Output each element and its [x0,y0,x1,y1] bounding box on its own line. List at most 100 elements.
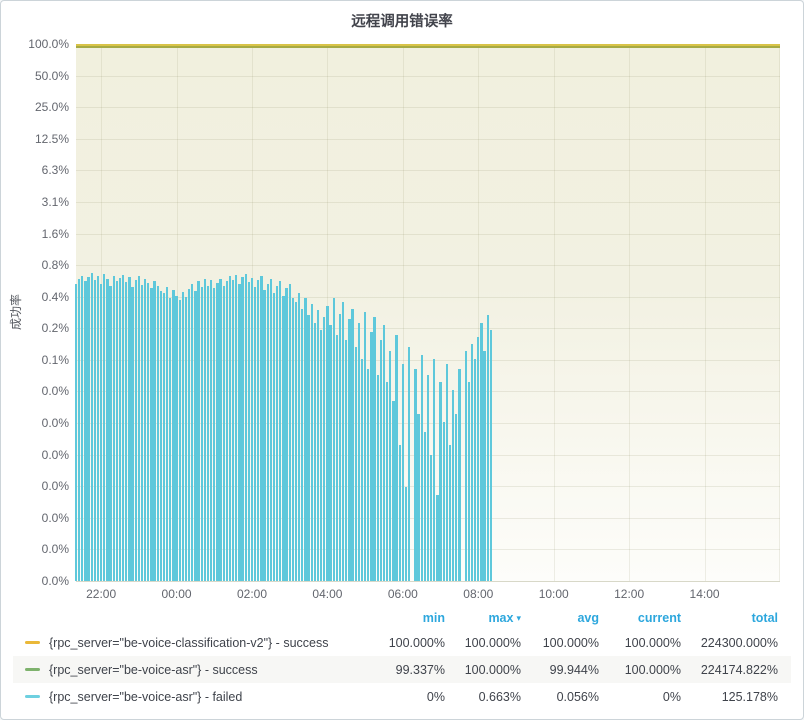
failed-rate-bar [291,298,294,581]
y-tick-label: 0.0% [41,384,69,399]
legend-row: {rpc_server="be-voice-asr"} - failed 0% 0.… [13,683,791,710]
failed-rate-bar [159,291,162,581]
failed-rate-bar [489,329,492,581]
failed-rate-bar [348,318,351,581]
failed-rate-bar [423,432,426,581]
legend-value-current: 100.000% [624,635,681,650]
legend-header-total[interactable]: total [751,611,778,625]
failed-rate-bar [448,445,452,581]
grid-line-h [76,201,780,203]
failed-rate-bar [389,350,392,581]
failed-rate-bar [458,369,461,581]
failed-rate-bar [122,274,125,581]
failed-rate-bar [323,317,326,581]
failed-rate-bar [301,308,304,581]
failed-rate-bar [445,363,448,581]
failed-rate-bar [316,310,320,581]
grid-line-v [704,44,706,581]
failed-rate-bar [430,455,433,581]
failed-rate-bar [181,292,184,581]
failed-rate-bar [420,354,423,581]
failed-rate-bar [364,311,367,581]
failed-rate-bar [439,382,442,581]
failed-rate-bar [250,277,254,581]
legend-value-current: 100.000% [624,662,681,677]
y-tick-label: 1.6% [41,226,69,241]
x-tick-label: 00:00 [161,587,192,601]
legend-value-avg: 0.056% [556,689,599,704]
failed-rate-bar [486,315,489,581]
failed-rate-bar [254,287,257,581]
failed-rate-bar [162,293,166,581]
failed-rate-bar [442,422,445,581]
y-tick-label: 0.4% [41,289,69,304]
y-tick-label: 50.0% [34,68,69,83]
failed-rate-bar [134,279,137,581]
legend-header-avg[interactable]: avg [577,611,599,625]
grid-line-h [76,138,780,140]
failed-rate-bar [455,413,458,581]
failed-rate-bar [81,275,84,581]
legend-series-label[interactable]: {rpc_server="be-voice-asr"} - failed [25,690,359,704]
failed-rate-bar [210,280,213,581]
legend-header-min[interactable]: min [422,611,445,625]
legend-value-current: 0% [662,689,681,704]
failed-rate-bar [320,329,323,581]
failed-rate-bar [147,282,150,581]
legend-value-min: 0% [426,689,445,704]
failed-rate-bar [103,274,106,581]
failed-rate-bar [370,332,373,581]
failed-rate-bar [203,278,206,581]
grid-line-h [76,75,780,77]
failed-rate-bar [285,288,288,581]
failed-rate-bar [206,285,210,581]
grid-line-v [553,44,555,581]
x-tick-label: 04:00 [312,587,343,601]
failed-rate-bar [329,325,332,581]
failed-rate-bar [200,287,203,581]
failed-rate-bar [247,281,250,581]
failed-rate-bar [128,277,131,581]
legend-series-label[interactable]: {rpc_server="be-voice-asr"} - success [25,663,359,677]
failed-rate-bar [118,277,122,581]
failed-rate-bar [307,315,310,581]
y-tick-label: 100.0% [28,37,69,51]
success-line-asr [76,46,780,48]
x-tick-label: 22:00 [86,587,117,601]
failed-rate-bar [360,358,364,581]
legend-series-label[interactable]: {rpc_server="be-voice-classification-v2"… [25,636,359,650]
failed-rate-bar [216,282,219,581]
legend-value-total: 125.178% [721,689,778,704]
failed-rate-bar [467,382,470,581]
legend-header-max[interactable]: max ▾ [488,611,521,625]
failed-rate-bar [153,281,156,581]
failed-rate-bar [376,375,379,581]
failed-rate-bar [470,343,474,581]
legend-header-current[interactable]: current [637,611,681,625]
failed-rate-bar [408,346,411,581]
failed-rate-bar [166,287,169,581]
failed-rate-bar [379,340,382,581]
failed-rate-bar [172,290,175,581]
failed-rate-bar [373,317,376,581]
y-tick-label: 0.8% [41,258,69,273]
failed-rate-bar [175,295,178,581]
chart-plot-area[interactable] [74,44,780,582]
grid-line-h [76,328,780,330]
failed-rate-bar [109,285,112,581]
failed-rate-bar [367,369,370,581]
failed-rate-bar [90,272,93,581]
failed-rate-bar [112,275,115,581]
failed-rate-bar [100,283,103,581]
failed-rate-bar [238,283,241,581]
failed-rate-bar [263,290,266,581]
grid-line-h [76,265,780,267]
failed-rate-bar [219,278,222,581]
panel-title[interactable]: 远程调用错误率 [351,14,453,30]
failed-rate-bar [310,304,313,581]
failed-rate-bar [282,295,285,581]
failed-rate-bar [115,281,118,581]
failed-rate-bar [228,275,232,581]
failed-rate-bar [313,322,316,581]
failed-rate-bar [213,288,216,581]
